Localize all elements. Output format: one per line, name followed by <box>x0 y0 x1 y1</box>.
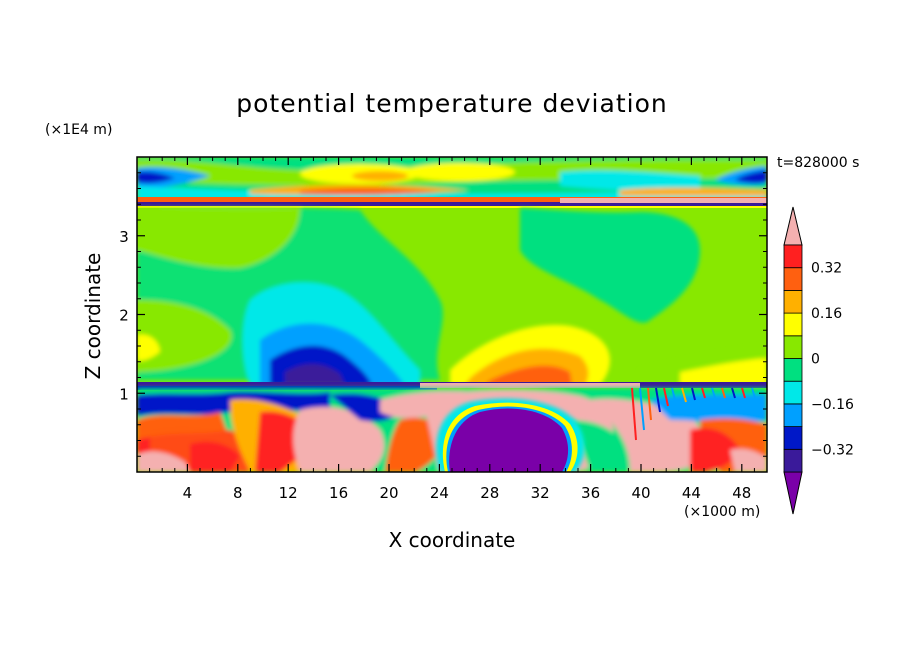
tropopause-warm <box>137 197 767 202</box>
colorbar-segment <box>783 426 803 450</box>
x-tick-label: 32 <box>531 484 550 502</box>
colorbar-segment <box>783 358 803 382</box>
colorbar-extend-high <box>783 206 803 246</box>
mid-troposphere <box>137 207 767 385</box>
y-unit-label: (×1E4 m) <box>45 122 112 138</box>
x-unit-label: (×1000 m) <box>684 504 760 520</box>
x-tick-label: 24 <box>430 484 449 502</box>
cold-pool <box>436 398 585 472</box>
y-axis-ticks: 1 2 3 <box>119 172 767 457</box>
x-tick-label: 40 <box>631 484 650 502</box>
x-tick-label: 20 <box>379 484 398 502</box>
x-tick-label: 8 <box>233 484 243 502</box>
y-tick-label: 2 <box>119 307 129 325</box>
colorbar-segment <box>783 244 803 269</box>
chart-title: potential temperature deviation <box>236 89 667 118</box>
upper-band <box>137 157 767 205</box>
tropopause-cold <box>137 202 767 206</box>
colorbar-label: −0.16 <box>811 397 854 413</box>
x-tick-label: 4 <box>183 484 193 502</box>
colorbar-label: −0.32 <box>811 442 854 458</box>
colorbar-extend-low <box>783 471 803 515</box>
turbulence-detail <box>631 387 756 441</box>
x-axis-ticks: 4 8 12 16 20 24 28 32 36 40 44 48 <box>149 157 755 502</box>
contour-field <box>137 157 767 472</box>
time-label: t=828000 s <box>777 155 859 171</box>
colorbar-label: 0.32 <box>811 261 842 277</box>
x-tick-label: 36 <box>581 484 600 502</box>
x-tick-label: 44 <box>682 484 701 502</box>
colorbar-segment <box>783 380 803 405</box>
y-tick-label: 1 <box>119 385 129 403</box>
colorbar-segment <box>783 448 803 473</box>
x-tick-label: 16 <box>329 484 348 502</box>
colorbar-label: 0.16 <box>811 306 842 322</box>
x-tick-label: 48 <box>732 484 751 502</box>
colorbar-segment <box>783 403 803 427</box>
y-tick-label: 3 <box>119 228 129 246</box>
colorbar-segment <box>783 335 803 359</box>
colorbar-segment <box>783 312 803 337</box>
colorbar-label: 0 <box>811 352 820 368</box>
x-axis-label: X coordinate <box>389 528 516 552</box>
colorbar-segment <box>783 267 803 291</box>
x-tick-label: 28 <box>480 484 499 502</box>
boundary-layer <box>137 388 767 472</box>
x-tick-label: 12 <box>279 484 298 502</box>
y-axis-label: Z coordinate <box>81 253 105 380</box>
colorbar-segment <box>783 289 803 314</box>
colorbar: 0.32 0.16 0 −0.16 −0.32 <box>783 206 854 515</box>
